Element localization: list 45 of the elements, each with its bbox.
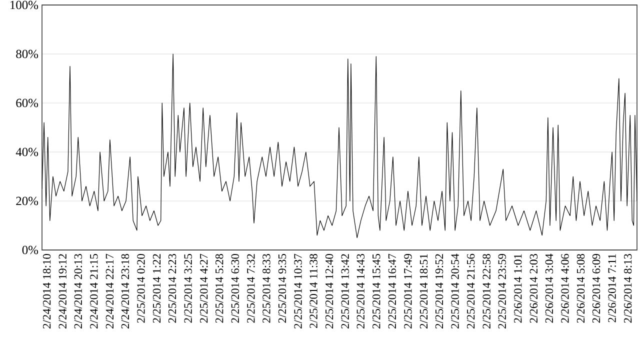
x-tick-label: 2/25/2014 23:59	[498, 254, 506, 328]
x-tick-label: 2/25/2014 14:43	[356, 254, 365, 328]
x-tick-label: 2/26/2014 3:04	[545, 254, 554, 323]
y-tick-label: 40%	[16, 148, 38, 156]
x-tick-label: 2/25/2014 1:22	[152, 254, 161, 323]
x-tick-label: 2/26/2014 6:09	[592, 254, 600, 323]
x-tick-label: 2/25/2014 15:45	[372, 254, 380, 328]
y-tick-label: 20%	[16, 196, 38, 206]
x-tick-label: 2/25/2014 6:30	[231, 254, 240, 323]
x-tick-label: 2/26/2014 7:11	[608, 254, 616, 322]
x-tick-label: 2/25/2014 2:23	[168, 254, 176, 323]
x-tick-label: 2/25/2014 21:56	[466, 254, 475, 328]
x-tick-label: 2/25/2014 3:25	[184, 254, 192, 323]
x-tick-label: 2/24/2014 23:18	[121, 254, 130, 328]
y-tick-label: 0%	[22, 246, 38, 254]
x-tick-label: 2/26/2014 5:08	[576, 254, 585, 323]
x-tick-label: 2/24/2014 21:15	[90, 254, 98, 328]
x-tick-label: 2/25/2014 22:58	[482, 254, 490, 328]
y-tick-label: 100%	[10, 0, 38, 10]
x-tick-label: 2/26/2014 4:06	[561, 254, 569, 323]
x-tick-label: 2/25/2014 20:54	[451, 254, 459, 328]
x-tick-label: 2/24/2014 18:10	[42, 254, 51, 328]
x-tick-label: 2/25/2014 18:51	[420, 254, 428, 328]
line-series	[42, 54, 638, 238]
x-tick-label: 2/25/2014 19:52	[435, 254, 444, 328]
x-tick-label: 2/24/2014 22:17	[106, 254, 114, 328]
x-tick-label: 2/25/2014 0:20	[137, 254, 145, 323]
x-tick-label: 2/25/2014 7:32	[247, 254, 255, 323]
x-tick-label: 2/25/2014 13:42	[341, 254, 349, 328]
x-tick-label: 2/25/2014 16:47	[388, 254, 396, 328]
x-tick-label: 2/26/2014 2:03	[530, 254, 538, 323]
x-tick-label: 2/25/2014 4:27	[200, 254, 208, 323]
x-tick-label: 2/25/2014 12:40	[325, 254, 334, 328]
x-tick-label: 2/25/2014 9:35	[278, 254, 286, 323]
x-tick-label: 2/25/2014 5:28	[216, 254, 224, 323]
x-tick-label: 2/26/2014 1:01	[514, 254, 522, 323]
x-tick-label: 2/25/2014 11:38	[310, 254, 318, 328]
x-tick-label: 2/26/2014 8:13	[624, 254, 632, 323]
x-tick-label: 2/24/2014 20:13	[74, 254, 82, 328]
x-tick-label: 2/25/2014 8:33	[262, 254, 270, 323]
x-tick-label: 2/25/2014 17:49	[404, 254, 412, 328]
x-tick-label: 2/24/2014 19:12	[58, 254, 66, 328]
y-tick-label: 80%	[16, 50, 38, 58]
x-tick-label: 2/25/2014 10:37	[294, 254, 302, 328]
y-tick-label: 60%	[16, 98, 38, 108]
